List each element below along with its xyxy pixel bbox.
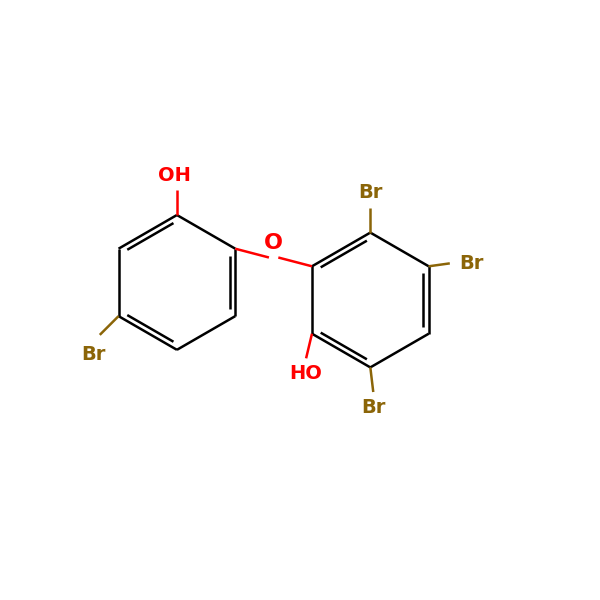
Text: Br: Br [358,183,383,202]
Text: OH: OH [158,166,190,185]
Text: O: O [264,233,283,253]
Text: HO: HO [290,364,323,383]
Text: Br: Br [459,254,484,273]
Text: Br: Br [361,398,385,417]
Text: Br: Br [82,346,106,364]
